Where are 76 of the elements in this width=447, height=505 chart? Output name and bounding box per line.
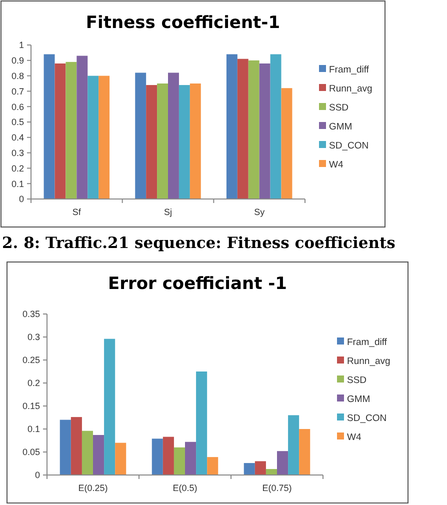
y-tick-label: 0.2: [27, 378, 40, 388]
bar: [88, 76, 99, 199]
y-tick-label: 0.05: [22, 447, 40, 458]
x-tick-label: E(0.75): [262, 483, 292, 493]
bar: [98, 76, 110, 199]
bar: [70, 417, 82, 475]
y-tick-label: 0.1: [27, 424, 40, 434]
bar: [104, 338, 116, 475]
chart-title: Fitness coefficient-1: [86, 13, 280, 33]
legend-label: Fram_diff: [329, 64, 370, 76]
bar: [190, 84, 201, 199]
bar: [115, 442, 126, 475]
bar: [299, 429, 310, 475]
x-tick-label: Sy: [254, 207, 266, 217]
bar: [146, 85, 158, 199]
chart-title: Error coefficiant -1: [108, 274, 288, 294]
y-tick-label: 0.25: [22, 355, 40, 366]
y-tick-label: 1: [18, 40, 24, 50]
y-tick-label: 0.3: [11, 148, 24, 158]
bar: [76, 56, 88, 199]
y-tick-label: 0.4: [11, 132, 24, 143]
bar: [174, 447, 185, 475]
legend-label: SD_CON: [329, 140, 369, 152]
x-tick-label: Sf: [72, 207, 82, 217]
x-tick-label: E(0.5): [172, 483, 198, 493]
legend-label: Runn_avg: [347, 356, 390, 367]
legend-label: W4: [329, 159, 344, 170]
bar: [135, 72, 146, 199]
bar: [266, 469, 277, 475]
bar: [196, 372, 208, 475]
legend-label: GMM: [347, 394, 370, 405]
bar: [254, 461, 266, 475]
bar: [168, 72, 179, 199]
bar: [277, 451, 288, 475]
bar: [226, 54, 238, 199]
y-tick-label: 0: [18, 194, 24, 204]
bar: [281, 88, 292, 199]
y-tick-label: 0.6: [11, 102, 24, 112]
y-tick-label: 0.15: [22, 401, 40, 412]
bar: [152, 438, 163, 475]
y-tick-label: 0.8: [11, 70, 24, 81]
y-tick-label: 0.9: [11, 56, 24, 66]
bar: [93, 434, 104, 475]
bar: [54, 63, 66, 199]
bar: [237, 58, 248, 199]
legend-label: SSD: [329, 102, 349, 114]
bar: [44, 54, 55, 199]
bar: [162, 436, 174, 475]
x-tick-label: E(0.25): [78, 483, 108, 493]
bar: [66, 62, 77, 199]
bar: [157, 84, 168, 199]
bar: [259, 63, 270, 199]
bar: [248, 60, 260, 199]
y-tick-label: 0.3: [27, 332, 40, 342]
legend-label: Runn_avg: [329, 83, 372, 94]
bar: [60, 420, 71, 475]
y-tick-label: 0.35: [22, 309, 40, 320]
y-tick-label: 0: [34, 470, 40, 480]
legend-label: Fram_diff: [347, 336, 388, 348]
bar: [270, 54, 282, 199]
bar: [82, 430, 93, 475]
bar: [185, 442, 196, 475]
legend-label: GMM: [329, 121, 352, 132]
text: 2. 8: Traffic.21 sequence: Fitness coefficients: [2, 233, 396, 252]
legend-label: W4: [347, 432, 362, 443]
bar: [288, 415, 300, 475]
bar: [244, 463, 255, 475]
y-tick-label: 0.7: [11, 86, 24, 96]
x-tick-label: Sj: [164, 207, 172, 217]
y-tick-label: 0.5: [11, 117, 24, 128]
y-tick-label: 0.2: [11, 163, 24, 174]
y-tick-label: 0.1: [11, 178, 24, 189]
legend-label: SSD: [347, 374, 367, 386]
legend-label: SD_CON: [347, 412, 387, 424]
bar: [178, 85, 190, 199]
bar: [207, 457, 218, 475]
